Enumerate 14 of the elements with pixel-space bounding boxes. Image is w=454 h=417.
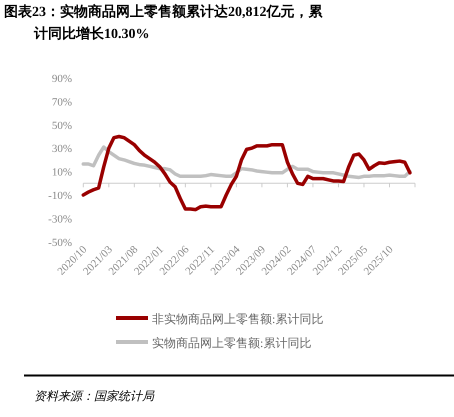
chart-title: 图表23：实物商品网上零售额累计达20,812亿元，累计同比增长10.30% [4,3,324,42]
legend-label: 实物商品网上零售额:累计同比 [152,336,312,350]
y-tick-label: 90% [52,73,72,85]
y-tick-label: 30% [52,143,72,156]
y-tick-label: -30% [48,213,72,226]
line-series [82,134,412,212]
y-tick-label: 70% [52,96,72,108]
line-series [82,145,412,180]
legend-label: 非实物商品网上零售额:累计同比 [152,312,324,326]
y-tick-label: 10% [52,166,72,179]
y-tick-label: 50% [52,120,72,132]
y-tick-label: -50% [48,236,72,249]
y-tick-label: -10% [48,190,72,202]
text: 资料来源：国家统计局 [34,389,155,403]
